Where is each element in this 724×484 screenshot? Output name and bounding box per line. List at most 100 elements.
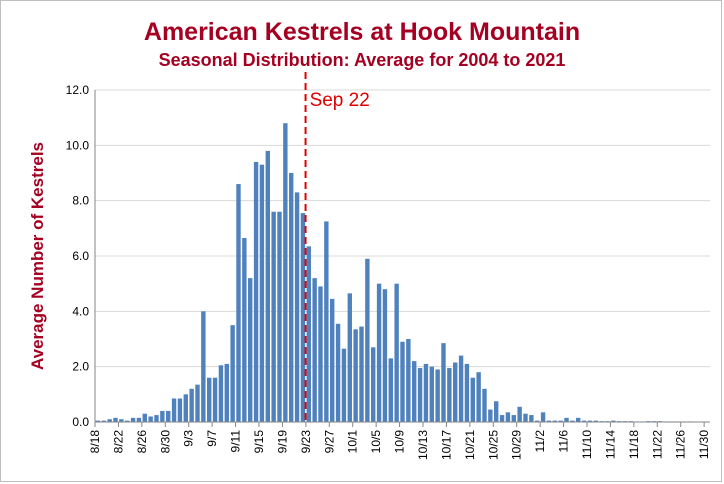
bar xyxy=(394,283,399,422)
bar xyxy=(593,420,598,422)
x-tick-label: 11/26 xyxy=(674,430,688,459)
annotation-label: Sep 22 xyxy=(310,90,370,111)
x-tick-label: 11/18 xyxy=(627,430,641,459)
bar xyxy=(171,398,177,422)
x-tick-label: 11/2 xyxy=(533,430,547,453)
bar xyxy=(576,417,581,422)
bar xyxy=(148,416,153,422)
x-tick-label: 11/6 xyxy=(557,430,571,453)
bar xyxy=(529,415,534,422)
bar xyxy=(464,363,470,422)
x-tick-labels: 8/18 8/22 8/26 8/30 9/3 9/7 9/11 9/15 9/19 9/23 9/… xyxy=(88,422,711,460)
bar xyxy=(253,161,259,422)
x-tick-label: 9/3 xyxy=(182,430,196,447)
bar xyxy=(458,355,464,422)
bar xyxy=(277,211,282,422)
x-tick-label: 9/11 xyxy=(229,430,243,453)
bar xyxy=(482,388,487,422)
bar xyxy=(154,415,159,422)
y-axis-title: Average Number of Kestrels xyxy=(28,142,47,370)
bar xyxy=(230,325,235,422)
y-tick-label: 4.0 xyxy=(72,304,89,318)
bar xyxy=(429,366,434,422)
x-tick-label: 10/9 xyxy=(393,430,407,454)
bar xyxy=(499,415,505,422)
x-tick-label: 11/10 xyxy=(580,430,594,459)
bar xyxy=(412,361,417,422)
y-tick-label: 8.0 xyxy=(72,194,89,208)
bar xyxy=(406,339,411,422)
bar xyxy=(570,420,575,422)
x-tick-label: 8/30 xyxy=(158,430,172,454)
bar xyxy=(435,369,440,422)
x-tick-label: 10/25 xyxy=(486,430,500,460)
y-tick-labels: 0.0 2.0 4.0 6.0 8.0 10.0 12.0 xyxy=(66,83,90,429)
bar xyxy=(505,412,511,422)
bar xyxy=(107,419,112,422)
bar xyxy=(136,417,142,422)
bar xyxy=(341,348,347,422)
x-tick-label: 10/29 xyxy=(510,430,524,460)
x-tick-label: 9/23 xyxy=(299,430,313,454)
bar xyxy=(558,420,563,422)
bar xyxy=(95,420,101,422)
bar xyxy=(312,278,317,422)
x-tick-label: 10/17 xyxy=(439,430,453,460)
bar xyxy=(587,420,593,422)
bar xyxy=(283,123,288,422)
bar xyxy=(119,419,124,422)
gridlines xyxy=(95,89,710,368)
bar xyxy=(195,384,200,422)
bar xyxy=(611,420,616,422)
x-tick-label: 8/18 xyxy=(88,430,102,454)
bar xyxy=(347,293,352,422)
bar xyxy=(265,150,270,422)
x-tick-label: 11/22 xyxy=(650,430,664,459)
axes xyxy=(94,90,710,423)
bar xyxy=(212,377,218,422)
bar xyxy=(207,377,212,422)
bar xyxy=(453,362,458,422)
bar xyxy=(324,221,329,422)
chart-title: American Kestrels at Hook Mountain xyxy=(144,18,580,46)
bar xyxy=(552,420,557,422)
bar xyxy=(400,341,405,422)
bar xyxy=(494,401,499,422)
x-tick-label: 11/14 xyxy=(603,430,617,459)
annotation-group: Sep 22 xyxy=(304,72,370,422)
bar xyxy=(535,420,540,422)
bar xyxy=(306,246,311,422)
bar xyxy=(546,420,552,422)
bar xyxy=(242,238,247,422)
bar xyxy=(300,213,306,422)
bar xyxy=(289,173,294,422)
bar xyxy=(441,343,446,422)
bar xyxy=(201,311,206,422)
x-tick-label: 9/19 xyxy=(275,430,289,454)
bar xyxy=(470,377,475,422)
bar xyxy=(382,289,388,422)
bar xyxy=(330,298,335,422)
x-tick-label: 8/22 xyxy=(111,430,125,454)
bar xyxy=(517,406,522,422)
bar xyxy=(271,211,276,422)
bar xyxy=(101,420,106,422)
bar xyxy=(388,358,393,422)
bar xyxy=(218,365,224,422)
chart-subtitle: Seasonal Distribution: Average for 2004 … xyxy=(159,50,566,70)
y-tick-label: 12.0 xyxy=(66,83,90,97)
bar xyxy=(248,278,253,422)
bar xyxy=(423,363,429,422)
bar xyxy=(259,164,265,422)
bar xyxy=(318,286,323,422)
x-tick-label: 8/26 xyxy=(135,430,149,454)
y-tick-label: 2.0 xyxy=(72,360,89,374)
y-tick-label: 10.0 xyxy=(66,138,90,152)
x-tick-label: 9/15 xyxy=(252,430,266,454)
x-tick-label: 10/1 xyxy=(346,430,360,454)
bar xyxy=(564,417,569,422)
bar xyxy=(365,258,370,422)
bar xyxy=(113,417,118,422)
bar xyxy=(236,184,241,422)
